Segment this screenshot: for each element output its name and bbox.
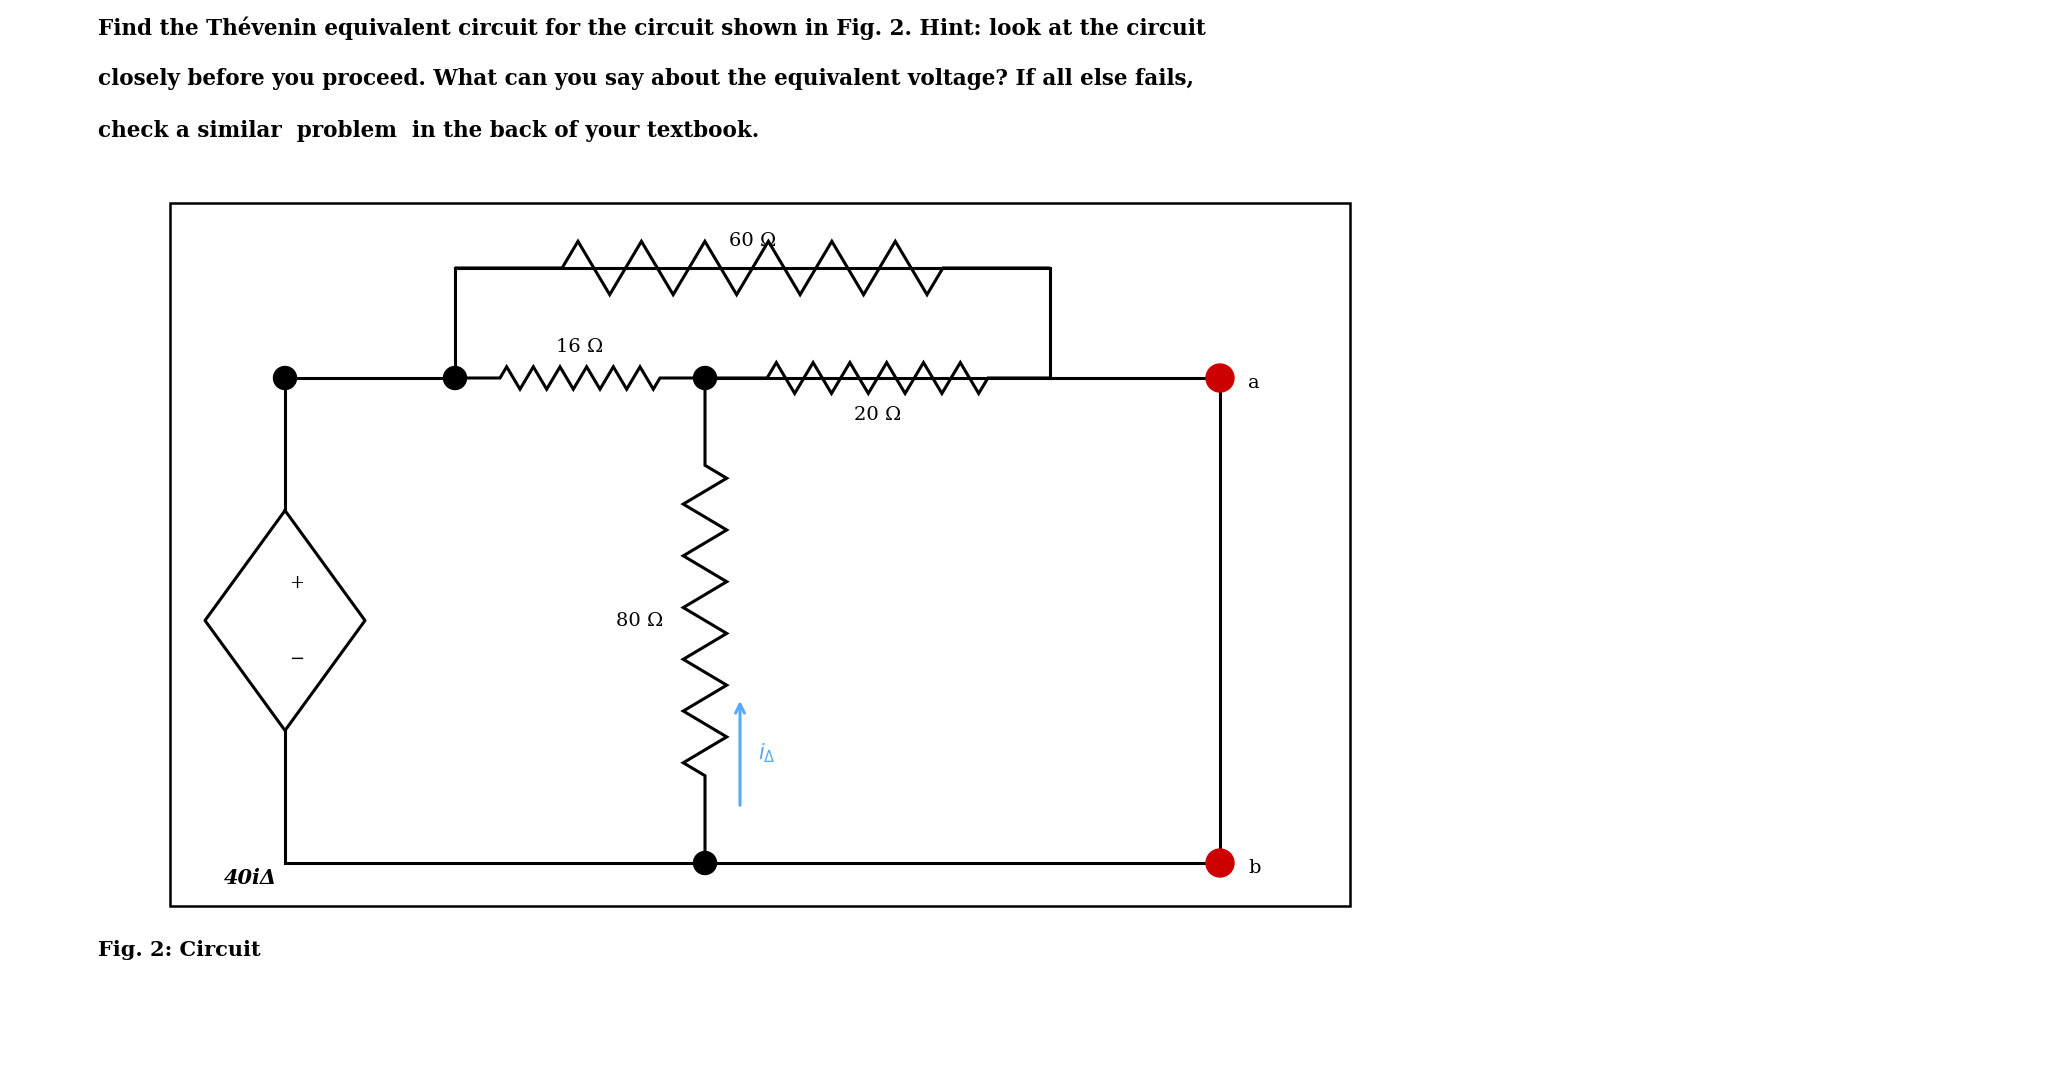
Text: b: b xyxy=(1248,859,1260,877)
Text: 60 Ω: 60 Ω xyxy=(728,232,775,250)
Text: 16 Ω: 16 Ω xyxy=(557,338,604,356)
Circle shape xyxy=(444,367,466,389)
Text: −: − xyxy=(288,650,305,667)
Text: check a similar  problem  in the back of your textbook.: check a similar problem in the back of y… xyxy=(98,120,759,142)
Circle shape xyxy=(694,367,716,389)
Circle shape xyxy=(1205,849,1234,877)
Circle shape xyxy=(694,852,716,874)
Circle shape xyxy=(1205,364,1234,392)
Text: 80 Ω: 80 Ω xyxy=(616,611,663,630)
Text: $i_\Delta$: $i_\Delta$ xyxy=(757,742,775,764)
Text: Fig. 2: Circuit: Fig. 2: Circuit xyxy=(98,940,260,960)
Text: 20 Ω: 20 Ω xyxy=(853,406,900,424)
Circle shape xyxy=(274,367,297,389)
Text: a: a xyxy=(1248,374,1260,392)
Bar xyxy=(170,203,1350,906)
Text: Find the Thévenin equivalent circuit for the circuit shown in Fig. 2. Hint: look: Find the Thévenin equivalent circuit for… xyxy=(98,16,1205,40)
Text: closely before you proceed. What can you say about the equivalent voltage? If al: closely before you proceed. What can you… xyxy=(98,68,1195,89)
Text: 40iΔ: 40iΔ xyxy=(223,868,276,888)
Text: +: + xyxy=(288,573,305,592)
